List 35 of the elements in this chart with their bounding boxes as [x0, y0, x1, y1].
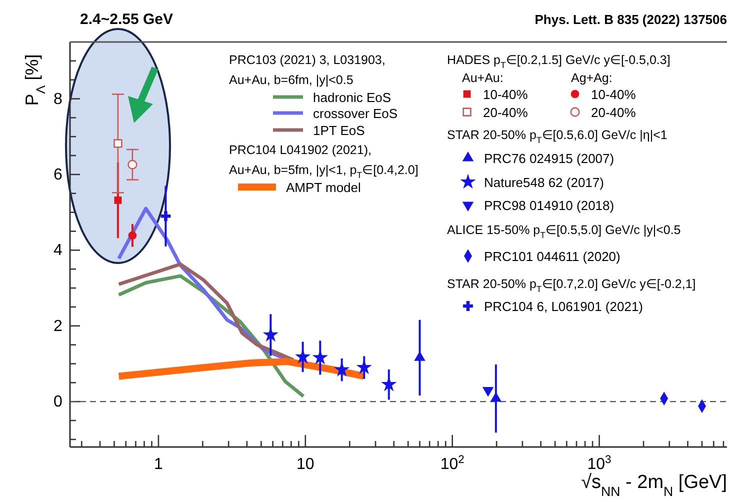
legend-label: AMPT model	[286, 180, 362, 194]
legend-label: 10-40%	[591, 86, 636, 102]
x-tick-label: 10$^{3}$	[587, 454, 612, 473]
annotation: PRC104 L041902 (2021),	[229, 143, 372, 157]
legend-label: Nature548 62 (2017)	[484, 174, 604, 190]
legend-label: PRC76 024915 (2007)	[484, 150, 614, 166]
y-tick-label: 8	[54, 90, 63, 108]
y-tick-label: 4	[54, 242, 63, 259]
legend-label: crossover EoS	[313, 106, 398, 120]
legend-label: hadronic EoS	[313, 90, 392, 104]
y-tick-label: 2	[54, 317, 63, 334]
annotation: Ag+Ag:	[571, 71, 612, 85]
legend-label: 1PT EoS	[313, 122, 366, 138]
legend-label: 20-40%	[483, 104, 528, 120]
y-tick-label: 0	[54, 393, 63, 410]
legend-label: PRC98 014910 (2018)	[484, 198, 614, 212]
text: 2.4~2.55 GeV	[80, 11, 173, 28]
annotation: Au+Au, b=6fm, |y|<0.5	[229, 73, 354, 87]
legend-label: PRC104 6, L061901 (2021)	[484, 298, 644, 314]
annotation: STAR 20-50% p$_{T}$∈[0.7,2.0] GeV/c y∈[-0.2,1]	[447, 277, 696, 294]
annotation: ALICE 15-50% p$_{T}$∈[0.5,5.0] GeV/c |y|<0.5	[447, 223, 681, 240]
x-tick-label: 10$^{2}$	[440, 454, 464, 473]
legend-label: 20-40%	[591, 104, 636, 120]
legend-label: 10-40%	[483, 86, 528, 102]
annotation: PRC103 (2021) 3, L031903,	[229, 53, 386, 67]
annotation: Au+Au, b=5fm, |y|<1, p$_{T}$∈[0.4,2.0]	[229, 163, 418, 180]
x-tick-label: 1	[154, 456, 164, 473]
annotation: HADES p$_{T}$∈[0.2,1.5] GeV/c y∈[-0.5,0.3]	[447, 53, 670, 70]
legend-label: PRC101 044611 (2020)	[484, 248, 620, 264]
x-tick-label: 10	[296, 456, 314, 473]
annotation: Au+Au:	[462, 71, 504, 85]
y-tick-label: 6	[54, 166, 63, 183]
annotation: STAR 20-50% p$_{T}$∈[0.5,6.0] GeV/c |η|<1	[447, 128, 668, 145]
text: Phys. Lett. B 835 (2022) 137506	[534, 12, 727, 27]
x-axis-title: √s$_{NN}$ - 2m$_{N}$ [GeV]	[581, 472, 727, 498]
